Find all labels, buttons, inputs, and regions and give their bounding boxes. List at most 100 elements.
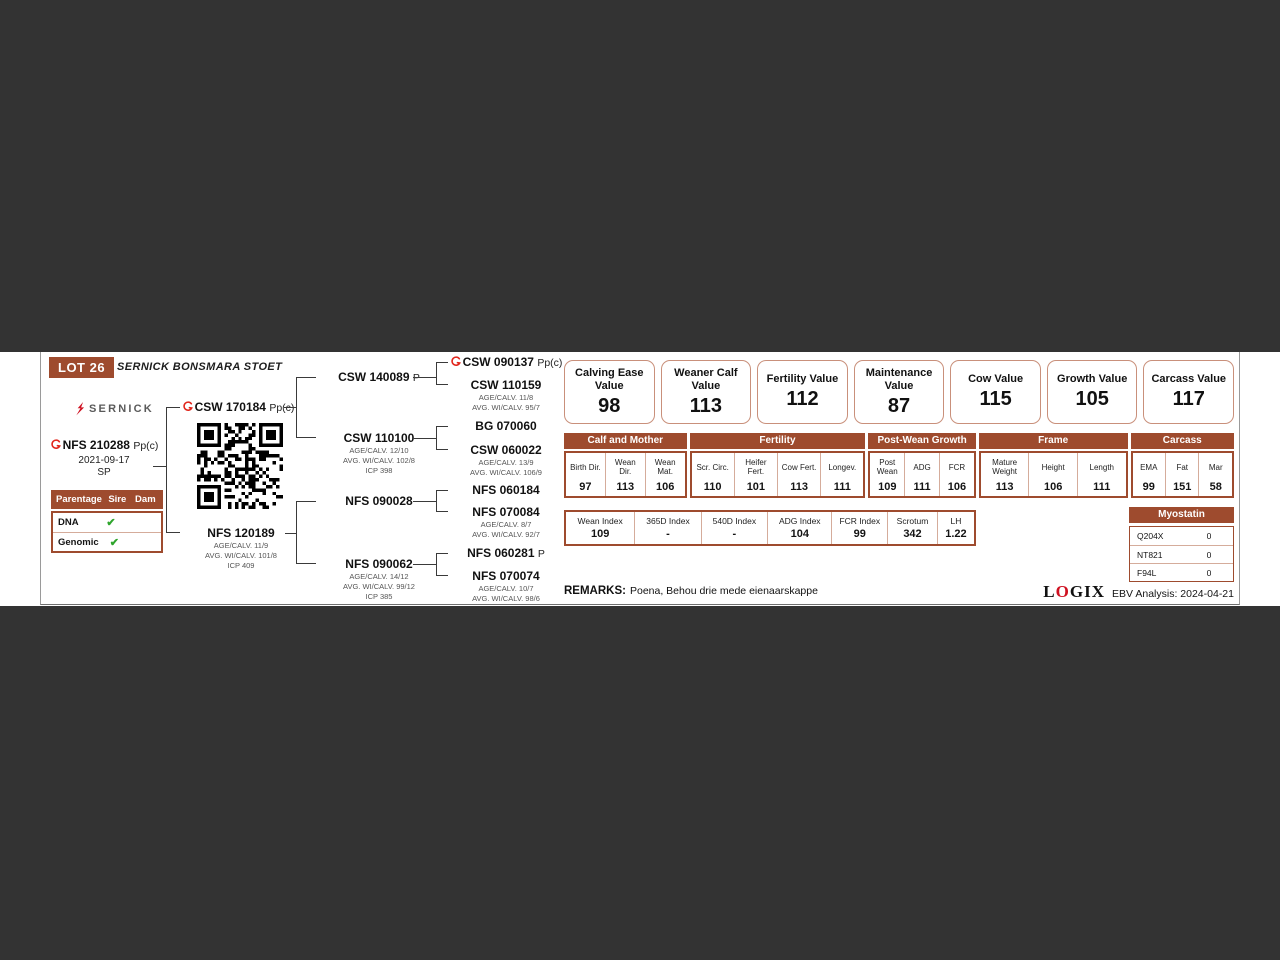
parentage-sire-col: Sire [108, 494, 127, 505]
pedigree-node-dsd: NFS 070084 AGE/CALV. 8/7 AVG. WI/CALV. 9… [439, 505, 573, 540]
pedigree-node-dss: NFS 060184 [439, 483, 573, 497]
cell-label: FCR Index [839, 516, 881, 526]
pedigree-node-ssd: CSW 110159 AGE/CALV. 11/8 AVG. WI/CALV. … [439, 378, 573, 413]
ebv-cell: Mature Weight 113 [981, 453, 1029, 496]
value-box-weaner-calf: Weaner Calf Value 113 [660, 360, 752, 424]
value-box-label: Growth Value [1057, 373, 1128, 385]
cell-label: Fat [1176, 462, 1189, 472]
sernick-logo: SERNICK [75, 402, 154, 416]
gene-value: 0 [1206, 531, 1212, 541]
stat-line: AVG. WI/CALV. 92/7 [472, 530, 540, 539]
animal-suffix: P [412, 372, 420, 384]
parentage-header: Parentage Sire Dam [51, 490, 163, 509]
animal-id: NFS 070084 [472, 505, 540, 519]
group-title: Fertility [689, 433, 866, 449]
value-box-number: 98 [598, 394, 621, 417]
cell-value: 111 [833, 481, 851, 493]
cell-value: 104 [790, 528, 809, 540]
pedigree-node-sd: CSW 110100 AGE/CALV. 12/10 AVG. WI/CALV.… [317, 431, 441, 476]
stat-line: AGE/CALV. 8/7 [480, 520, 532, 529]
remarks-label: REMARKS: [564, 585, 626, 597]
pedigree-node-sire: CSW 170184 Pp(c) [176, 400, 300, 414]
value-box-growth: Growth Value 105 [1046, 360, 1138, 424]
cell-label: Mature Weight [992, 458, 1018, 476]
lot-card: LOT 26 SERNICK BONSMARA STOET SERNICK NF… [40, 352, 1240, 605]
index-cell: LH 1.22 [936, 512, 974, 544]
cell-label: Post Wean [876, 458, 898, 476]
ebv-group-post-wean-growth: Post-Wean Growth Post Wean 109 ADG 111 FCR… [868, 433, 976, 498]
logix-logo: LOGIX [1043, 582, 1105, 601]
animal-suffix: Pp(c) [269, 402, 295, 414]
pedigree-bracket [436, 490, 448, 512]
cell-value: 106 [1044, 481, 1063, 493]
ebv-cell: EMA 99 [1133, 453, 1165, 496]
animal-id: CSW 110159 [470, 378, 542, 392]
value-box-number: 112 [786, 388, 819, 410]
stat-line: AVG. WI/CALV. 102/8 [343, 456, 415, 465]
row-label: DNA [58, 517, 79, 528]
value-box-calving-ease: Calving Ease Value 98 [564, 360, 655, 424]
stat-line: AGE/CALV. 10/7 [478, 584, 534, 593]
ebv-group-fertility: Fertility Scr. Circ. 110 Heifer Fert. 101 … [689, 433, 866, 498]
stat-line: AVG. WI/CALV. 95/7 [472, 403, 540, 412]
cell-label: Height [1041, 462, 1065, 472]
parentage-row-genomic: Genomic ✔ [53, 532, 161, 551]
check-icon: ✔ [106, 517, 116, 529]
ebv-group-frame: Frame Mature Weight 113 Height 106 Length 1… [978, 433, 1128, 498]
studbook-brand-icon [182, 401, 193, 411]
animal-id: BG 070060 [475, 419, 537, 433]
cell-value: 110 [703, 481, 722, 493]
value-box-label: Carcass Value [1151, 373, 1227, 385]
index-cell: FCR Index 99 [831, 512, 887, 544]
animal-id: NFS 060281 [467, 546, 535, 560]
ebv-cell: Height 106 [1028, 453, 1077, 496]
stat-line: AGE/CALV. 13/9 [478, 458, 534, 467]
index-table: Wean Index 109 365D Index - 540D Index - AD… [564, 510, 976, 546]
myostatin-row: Q204X 0 [1130, 527, 1233, 545]
cell-value: - [666, 528, 670, 540]
ebv-cell: Mar 58 [1198, 453, 1231, 496]
index-cell: 365D Index - [634, 512, 700, 544]
animal-id: NFS 060184 [472, 483, 540, 497]
pedigree-bracket [296, 501, 316, 564]
cell-value: 109 [878, 481, 897, 493]
cell-label: FCR [948, 462, 966, 472]
stat-line: AGE/CALV. 12/10 [349, 446, 409, 455]
gene-label: NT821 [1137, 549, 1163, 560]
cell-label: Wean Dir. [614, 458, 636, 476]
cell-value: 58 [1209, 481, 1222, 493]
pedigree-bracket [166, 407, 180, 533]
cell-value: 111 [1093, 481, 1111, 493]
animal-id: NFS 090062 [345, 557, 413, 571]
stat-line: AGE/CALV. 11/9 [213, 541, 269, 550]
parentage-body: DNA ✔ Genomic ✔ [51, 511, 163, 553]
pedigree-connector [284, 407, 296, 408]
group-title: Carcass [1130, 433, 1234, 449]
studbook-brand-icon [450, 356, 461, 366]
stat-line: ICP 409 [227, 561, 255, 570]
ebv-cell: Cow Fert. 113 [776, 453, 820, 496]
cell-value: 113 [995, 481, 1014, 493]
subject-id: NFS 210288 [62, 438, 130, 452]
cell-label: 540D Index [712, 516, 757, 526]
cell-label: Wean Mat. [654, 458, 676, 476]
logix-footer: LOGIX EBV Analysis: 2024-04-21 [1043, 582, 1234, 602]
cell-value: 151 [1173, 481, 1192, 493]
value-box-label: Fertility Value [766, 373, 839, 385]
subject-birth-date: 2021-09-17 [78, 455, 130, 466]
animal-id: CSW 140089 [338, 370, 410, 384]
remarks-line: REMARKS: Poena, Behou drie mede eienaarsk… [564, 585, 818, 597]
cell-value: 113 [790, 481, 808, 493]
cell-label: Cow Fert. [781, 462, 817, 472]
animal-id: NFS 090028 [345, 494, 413, 508]
parentage-table: Parentage Sire Dam DNA ✔ Genomic ✔ [51, 490, 163, 553]
pedigree-connector [413, 564, 436, 565]
qr-code [197, 423, 283, 509]
myostatin-header: Myostatin [1129, 507, 1234, 523]
pedigree-connector [413, 501, 436, 502]
ebv-cell: ADG 111 [904, 453, 939, 496]
row-label: Genomic [58, 536, 99, 548]
ebv-cell: FCR 106 [939, 453, 974, 496]
value-box-cow: Cow Value 115 [950, 360, 1041, 424]
ebv-cell: Wean Mat. 106 [644, 453, 685, 496]
